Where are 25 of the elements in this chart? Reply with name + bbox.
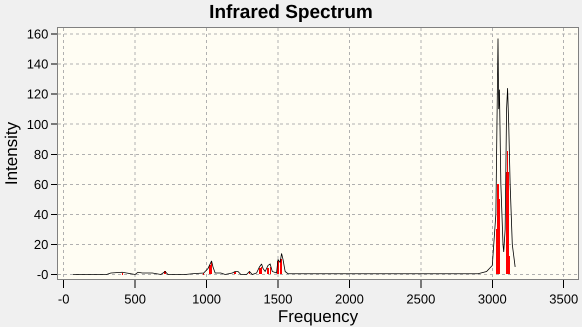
x-tick-label: 2000 <box>334 292 364 307</box>
y-tick-label: 140 <box>26 56 48 72</box>
x-axis-title: Frequency <box>278 307 359 326</box>
y-tick-label: 120 <box>26 86 48 102</box>
x-tick-label: 2500 <box>406 292 436 307</box>
x-tick-label: 1000 <box>192 292 222 307</box>
y-tick-label: 60 <box>34 176 48 192</box>
line-series <box>72 38 516 275</box>
chart-title: Infrared Spectrum <box>209 2 373 24</box>
x-tick-label: 3500 <box>549 292 578 307</box>
x-tick-label: 1500 <box>264 292 292 307</box>
y-tick-label: 160 <box>26 26 48 42</box>
y-tick-label: 80 <box>34 146 48 162</box>
bar <box>497 184 499 274</box>
bar <box>280 259 282 274</box>
y-tick-label: 40 <box>34 206 48 222</box>
x-tick-label: 500 <box>124 292 146 307</box>
y-tick-label: 100 <box>26 116 48 132</box>
x-tick-label: 3000 <box>478 292 507 307</box>
y-tick-label: -0 <box>36 267 48 282</box>
y-axis-title: Intensity <box>2 121 22 186</box>
bar <box>209 265 211 274</box>
bar <box>267 268 269 274</box>
x-tick-label: -0 <box>58 292 70 307</box>
y-tick-label: 20 <box>34 236 48 252</box>
